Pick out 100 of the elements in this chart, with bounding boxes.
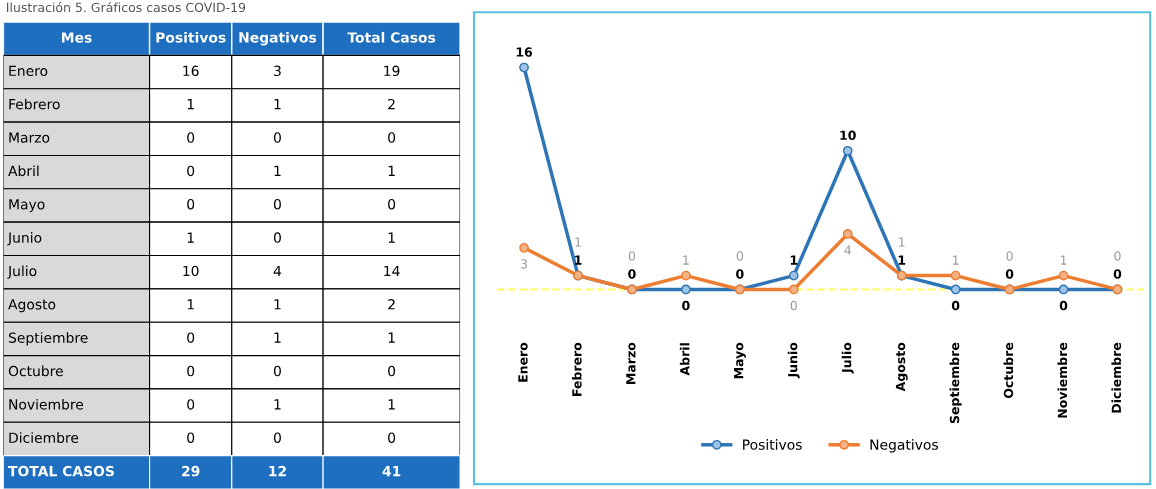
data-label: 0 bbox=[388, 432, 396, 443]
point bbox=[842, 229, 853, 239]
data-label: 0 bbox=[736, 251, 743, 261]
data-label: 1 bbox=[683, 255, 689, 265]
data-label: 0 bbox=[273, 232, 281, 243]
data-label: 0 bbox=[1114, 251, 1121, 261]
category-label: Enero bbox=[9, 65, 48, 77]
data-label: 0 bbox=[1005, 269, 1014, 279]
x-tick-label: Abril bbox=[679, 343, 690, 376]
point bbox=[519, 62, 529, 73]
data-label: 41 bbox=[382, 466, 401, 477]
category-label: Mayo bbox=[9, 199, 45, 213]
data-label: 0 bbox=[1059, 300, 1068, 311]
data-label: 4 bbox=[273, 265, 282, 277]
data-label: 1 bbox=[187, 232, 194, 243]
point bbox=[788, 270, 799, 281]
data-label: 19 bbox=[384, 65, 400, 77]
category-label: Marzo bbox=[9, 132, 50, 143]
data-label: 1 bbox=[274, 99, 281, 110]
data-label: 1 bbox=[274, 332, 281, 343]
data-label: 0 bbox=[388, 365, 396, 377]
data-label: 0 bbox=[273, 365, 281, 377]
data-label: 10 bbox=[183, 265, 199, 277]
data-label: 0 bbox=[388, 132, 396, 143]
legend-label: Positivos bbox=[743, 439, 802, 450]
series-label: Total Casos bbox=[347, 31, 436, 43]
data-label: 0 bbox=[682, 300, 690, 311]
data-label: 0 bbox=[1113, 269, 1122, 279]
x-tick-label: Marzo bbox=[626, 342, 636, 384]
x-tick-label: Septiembre bbox=[949, 342, 962, 424]
data-label: 0 bbox=[187, 432, 195, 443]
data-label: 3 bbox=[521, 259, 528, 269]
data-label: 1 bbox=[790, 255, 798, 265]
data-label: 1 bbox=[388, 165, 395, 176]
x-tick-label: Noviembre bbox=[1057, 342, 1068, 418]
data-label: 0 bbox=[187, 399, 195, 410]
point bbox=[1058, 270, 1069, 281]
data-label: 29 bbox=[182, 465, 200, 477]
data-label: 1 bbox=[274, 399, 281, 410]
data-label: 0 bbox=[187, 165, 195, 177]
x-tick-label: Febrero bbox=[571, 342, 582, 396]
text: Ilustración 5. Gráficos casos COVID-19 bbox=[7, 1, 246, 13]
category-label: Noviembre bbox=[9, 398, 84, 410]
legend-label: Negativos bbox=[870, 439, 938, 453]
data-label: 4 bbox=[844, 245, 852, 255]
data-label: 2 bbox=[388, 299, 395, 310]
data-label: 1 bbox=[187, 299, 194, 310]
category-label: Septiembre bbox=[8, 332, 88, 346]
x-tick-label: Enero bbox=[518, 342, 528, 382]
data-label: 0 bbox=[628, 251, 636, 261]
x-tick-label: Julio bbox=[841, 342, 854, 374]
series-label: Positivos bbox=[156, 31, 226, 43]
data-label: 0 bbox=[187, 198, 195, 210]
category-label: Febrero bbox=[9, 98, 60, 110]
data-label: 0 bbox=[736, 269, 744, 279]
data-label: 0 bbox=[273, 198, 281, 210]
data-label: 2 bbox=[388, 98, 395, 110]
series-label: Negativos bbox=[239, 31, 317, 46]
category-label: Julio bbox=[7, 265, 37, 279]
point bbox=[681, 284, 691, 295]
point bbox=[681, 270, 691, 281]
data-label: 1 bbox=[388, 232, 395, 243]
point bbox=[1058, 284, 1069, 295]
point bbox=[842, 145, 853, 156]
data-label: 0 bbox=[273, 432, 281, 443]
data-label: 1 bbox=[575, 255, 582, 265]
data-label: 1 bbox=[187, 99, 194, 110]
category-label: Abril bbox=[8, 165, 39, 177]
data-label: 0 bbox=[1006, 251, 1013, 261]
point bbox=[950, 284, 961, 295]
data-label: 1 bbox=[1060, 255, 1067, 265]
data-label: 1 bbox=[898, 255, 906, 265]
data-label: 0 bbox=[187, 332, 195, 343]
category-label: Diciembre bbox=[9, 432, 79, 443]
x-tick-label: Agosto bbox=[895, 342, 908, 392]
data-label: 1 bbox=[388, 399, 395, 410]
category-label: TOTAL CASOS bbox=[8, 465, 114, 477]
x-tick-label: Junio bbox=[787, 342, 800, 379]
data-label: 0 bbox=[187, 365, 195, 377]
data-label: 0 bbox=[951, 300, 960, 311]
data-label: 0 bbox=[273, 132, 281, 143]
point bbox=[950, 270, 961, 281]
data-label: 0 bbox=[628, 269, 636, 279]
text: Mes bbox=[62, 32, 92, 43]
data-label: 16 bbox=[516, 47, 533, 57]
data-label: 1 bbox=[388, 332, 395, 343]
data-label: 12 bbox=[269, 465, 286, 477]
data-label: 16 bbox=[183, 65, 199, 77]
x-tick-label: Diciembre bbox=[1111, 342, 1122, 413]
data-label: 1 bbox=[899, 237, 905, 247]
data-label: 0 bbox=[790, 300, 797, 311]
category-label: Agosto bbox=[8, 299, 56, 313]
data-label: 10 bbox=[840, 130, 856, 140]
point bbox=[519, 242, 529, 253]
data-label: 3 bbox=[274, 65, 281, 77]
data-label: 1 bbox=[575, 237, 581, 247]
category-label: Junio bbox=[7, 232, 42, 246]
x-tick-label: Mayo bbox=[734, 342, 746, 379]
data-label: 14 bbox=[384, 265, 400, 277]
data-label: 0 bbox=[388, 198, 396, 210]
